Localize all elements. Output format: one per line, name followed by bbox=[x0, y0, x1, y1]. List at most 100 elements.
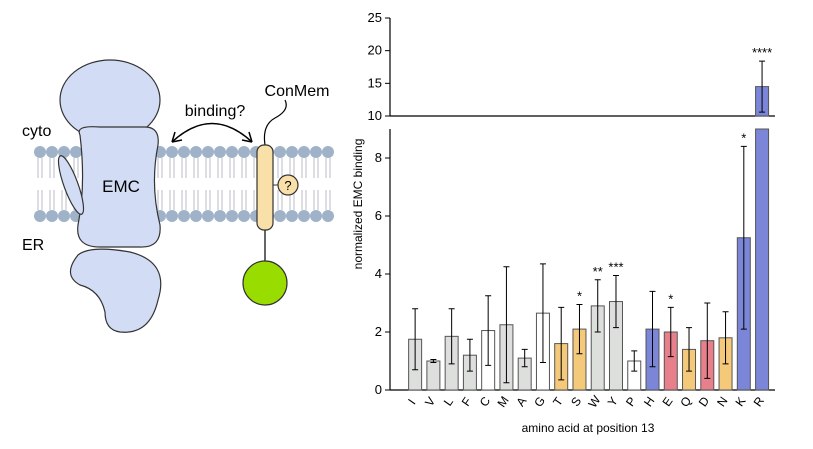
significance-label: * bbox=[741, 130, 746, 145]
error-bar bbox=[759, 60, 766, 113]
cyto-label: cyto bbox=[22, 123, 51, 140]
y-tick-label: 4 bbox=[375, 266, 382, 281]
binding-arrow bbox=[171, 122, 253, 143]
y-tick-label: 8 bbox=[375, 150, 382, 165]
lipid-head bbox=[70, 146, 82, 158]
error-bar bbox=[740, 145, 747, 330]
x-tick-label: D bbox=[696, 394, 713, 409]
lipid-head bbox=[46, 210, 58, 222]
error-bar bbox=[612, 274, 619, 329]
lipid-head bbox=[298, 146, 310, 158]
lipid-head bbox=[190, 210, 202, 222]
x-tick-label: N bbox=[714, 394, 730, 409]
error-bar bbox=[412, 308, 419, 371]
error-bar bbox=[466, 338, 473, 372]
x-tick-label: P bbox=[623, 394, 639, 409]
conmem-tail bbox=[263, 99, 287, 146]
y-tick-label: 0 bbox=[375, 382, 382, 397]
lipid-head bbox=[214, 146, 226, 158]
y-tick-label: 2 bbox=[375, 324, 382, 339]
x-tick-label: M bbox=[495, 394, 512, 410]
y-tick-label: 15 bbox=[368, 75, 382, 90]
error-bar bbox=[558, 306, 565, 381]
significance-label: ** bbox=[593, 264, 603, 279]
lipid-head bbox=[238, 146, 250, 158]
lipid-head bbox=[310, 210, 322, 222]
error-bar bbox=[667, 306, 674, 358]
emc-helix bbox=[57, 155, 85, 215]
emc-body bbox=[77, 126, 161, 248]
error-bar bbox=[704, 302, 711, 379]
x-tick-label: S bbox=[568, 394, 584, 409]
x-tick-label: C bbox=[477, 394, 494, 409]
significance-label: * bbox=[668, 291, 673, 306]
x-tick-label: E bbox=[659, 394, 675, 409]
lipid-head bbox=[226, 210, 238, 222]
x-tick-label: I bbox=[405, 396, 418, 407]
query-label: ? bbox=[284, 178, 291, 193]
error-bar bbox=[521, 348, 528, 368]
y-axis-label: normalized EMC binding bbox=[351, 139, 365, 270]
x-tick-label: Y bbox=[605, 394, 621, 409]
lipid-head bbox=[274, 210, 286, 222]
error-bar bbox=[539, 263, 546, 363]
conmem-label: ConMem bbox=[265, 83, 330, 100]
chart: 0 2 4 6 8 10 15 20 25 normalized EMC binding amino… bbox=[351, 10, 775, 435]
x-tick-label: F bbox=[459, 395, 475, 409]
lipid-head bbox=[298, 210, 310, 222]
conmem-tmd bbox=[256, 144, 274, 231]
x-tick-label: W bbox=[585, 393, 603, 411]
lipid-head bbox=[178, 210, 190, 222]
x-tick-label: K bbox=[733, 394, 749, 409]
x-tick-label: L bbox=[441, 395, 456, 409]
error-bar bbox=[631, 350, 638, 372]
lipid-head bbox=[34, 146, 46, 158]
significance-label: *** bbox=[608, 259, 623, 274]
lipid-head bbox=[166, 146, 178, 158]
bar bbox=[755, 128, 770, 391]
fluorophore bbox=[242, 260, 288, 306]
error-bar bbox=[430, 359, 437, 363]
lipid-head bbox=[322, 146, 334, 158]
lipid-head bbox=[322, 210, 334, 222]
lipid-head bbox=[202, 210, 214, 222]
emc-bottom bbox=[69, 248, 162, 333]
error-bar bbox=[686, 327, 693, 372]
x-tick-label: V bbox=[422, 394, 438, 409]
lipid-head bbox=[58, 146, 70, 158]
x-tick-label: R bbox=[751, 394, 768, 409]
error-bar bbox=[722, 311, 729, 365]
significance-label: **** bbox=[752, 45, 772, 60]
x-tick-label: G bbox=[531, 394, 548, 410]
er-label: ER bbox=[22, 237, 44, 254]
arrow-heads bbox=[171, 131, 253, 143]
binding-label: binding? bbox=[185, 103, 246, 120]
x-tick-label: T bbox=[550, 394, 566, 409]
error-bar bbox=[594, 279, 601, 333]
y-tick-label: 10 bbox=[368, 108, 382, 123]
lipid-head bbox=[238, 210, 250, 222]
lipid-head bbox=[286, 146, 298, 158]
x-tick-label: A bbox=[513, 394, 529, 409]
y-tick-label: 25 bbox=[368, 10, 382, 25]
lipid-head bbox=[46, 146, 58, 158]
lipid-head bbox=[34, 210, 46, 222]
x-axis-label: amino acid at position 13 bbox=[522, 421, 655, 435]
x-tick-label: Q bbox=[677, 394, 694, 410]
error-bar bbox=[503, 266, 510, 384]
lipid-head bbox=[178, 146, 190, 158]
query-circle bbox=[277, 174, 299, 196]
lipid-head bbox=[190, 146, 202, 158]
lipid-head bbox=[274, 146, 286, 158]
lipid-head bbox=[214, 210, 226, 222]
lipid-head bbox=[202, 146, 214, 158]
lipid-head bbox=[58, 210, 70, 222]
bar bbox=[426, 360, 441, 391]
lipid-head bbox=[310, 146, 322, 158]
y-tick-label: 6 bbox=[375, 208, 382, 223]
error-bar bbox=[485, 295, 492, 366]
lipid-head bbox=[286, 210, 298, 222]
error-bar bbox=[649, 290, 656, 368]
lipid-head bbox=[166, 210, 178, 222]
